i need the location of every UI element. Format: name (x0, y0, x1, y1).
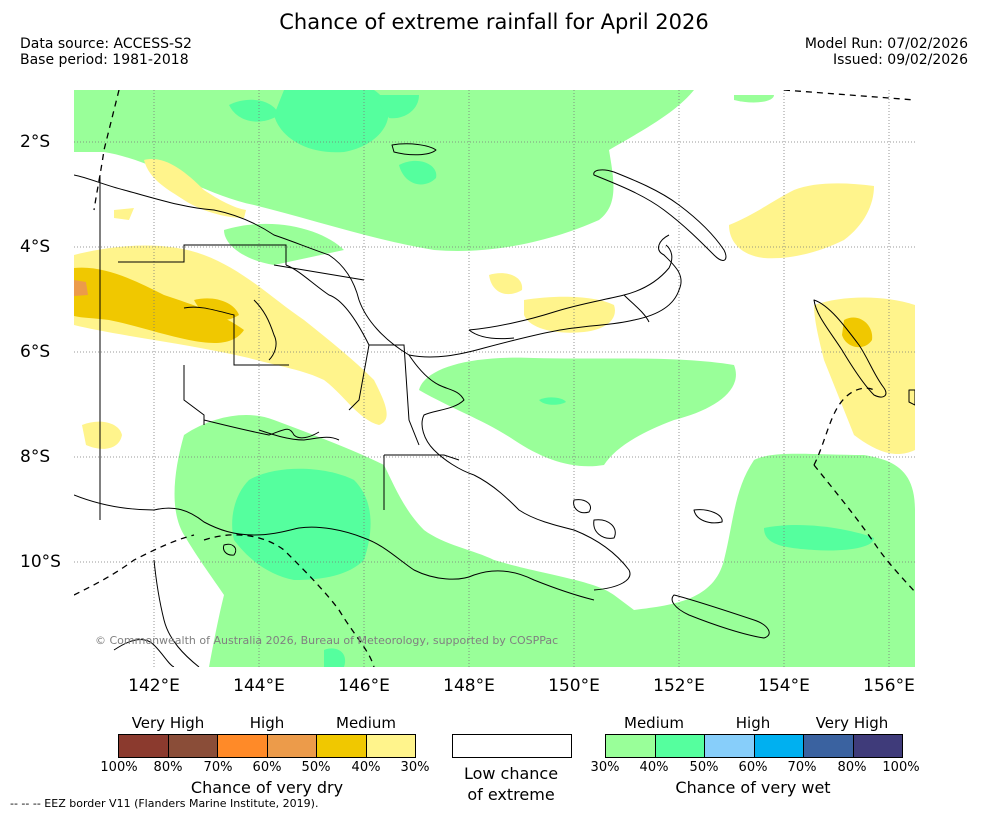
dry-very-high-areas (74, 280, 88, 296)
dry-tick: 40% (351, 760, 381, 775)
low-chance-swatch (452, 734, 572, 758)
wet-legend-title: Chance of very wet (675, 778, 831, 797)
wet-tick: 70% (787, 760, 817, 775)
lat-label: 6°S (20, 342, 51, 362)
dry-tick: 60% (252, 760, 282, 775)
dry-color-bar (118, 734, 416, 758)
wet-swatch (754, 735, 804, 757)
dry-swatch (317, 735, 367, 757)
dry-tick: 80% (153, 760, 183, 775)
wet-category-high: High (735, 714, 771, 732)
wet-tick: 30% (590, 760, 620, 775)
lon-label: 142°E (128, 676, 180, 696)
dry-tick: 30% (400, 760, 430, 775)
graticule (74, 90, 915, 667)
meta-right: Model Run: 07/02/2026 Issued: 09/02/2026 (805, 36, 968, 68)
dry-swatch (267, 735, 317, 757)
lat-label: 10°S (20, 552, 61, 572)
data-source: Data source: ACCESS-S2 (20, 36, 192, 52)
wet-medium-areas (74, 90, 915, 667)
wet-high-areas (229, 90, 874, 667)
wet-tick: 100% (882, 760, 920, 775)
eez-border-note: -- -- -- EEZ border V11 (Flanders Marine… (10, 797, 319, 810)
lat-label: 4°S (20, 237, 51, 257)
dry-swatch (218, 735, 268, 757)
wet-category-medium: Medium (624, 714, 684, 732)
dry-tick: 100% (100, 760, 138, 775)
lon-label: 148°E (443, 676, 495, 696)
map-svg (74, 90, 915, 667)
base-period: Base period: 1981-2018 (20, 52, 189, 68)
rainfall-map (74, 90, 915, 667)
wet-tick: 50% (689, 760, 719, 775)
low-chance-label: Low chance of extreme (464, 763, 558, 805)
wet-color-bar (605, 734, 903, 758)
dry-category-very-high: Very High (131, 714, 205, 732)
political-borders (99, 175, 460, 520)
wet-tick: 60% (738, 760, 768, 775)
lat-label: 2°S (20, 132, 51, 152)
dry-tick: 50% (301, 760, 331, 775)
wet-swatch (804, 735, 854, 757)
map-title: Chance of extreme rainfall for April 202… (279, 10, 709, 34)
dry-swatch (168, 735, 218, 757)
lon-label: 152°E (653, 676, 705, 696)
coastlines (74, 143, 915, 667)
copyright-notice: © Commonwealth of Australia 2026, Bureau… (95, 634, 559, 647)
meta-left: Data source: ACCESS-S2 Base period: 1981… (20, 36, 192, 68)
lon-label: 154°E (758, 676, 810, 696)
dry-category-high: High (249, 714, 285, 732)
wet-swatch (705, 735, 755, 757)
lon-label: 150°E (548, 676, 600, 696)
dry-swatch (119, 735, 169, 757)
wet-swatch (853, 735, 902, 757)
dry-category-medium: Medium (336, 714, 396, 732)
dry-swatch (366, 735, 415, 757)
dry-legend-title: Chance of very dry (190, 778, 344, 797)
wet-swatch (606, 735, 656, 757)
lon-label: 156°E (863, 676, 915, 696)
dry-high-areas (74, 267, 873, 348)
lon-label: 146°E (338, 676, 390, 696)
dry-tick: 70% (203, 760, 233, 775)
wet-category-very-high: Very High (815, 714, 889, 732)
lon-label: 144°E (233, 676, 285, 696)
lat-label: 8°S (20, 447, 51, 467)
issued-date: Issued: 09/02/2026 (833, 52, 968, 68)
low-chance-line2: of extreme (467, 785, 555, 804)
eez-border (74, 90, 915, 667)
wet-swatch (655, 735, 705, 757)
wet-tick: 40% (639, 760, 669, 775)
low-chance-line1: Low chance (463, 764, 559, 783)
wet-tick: 80% (837, 760, 867, 775)
model-run: Model Run: 07/02/2026 (804, 36, 968, 52)
